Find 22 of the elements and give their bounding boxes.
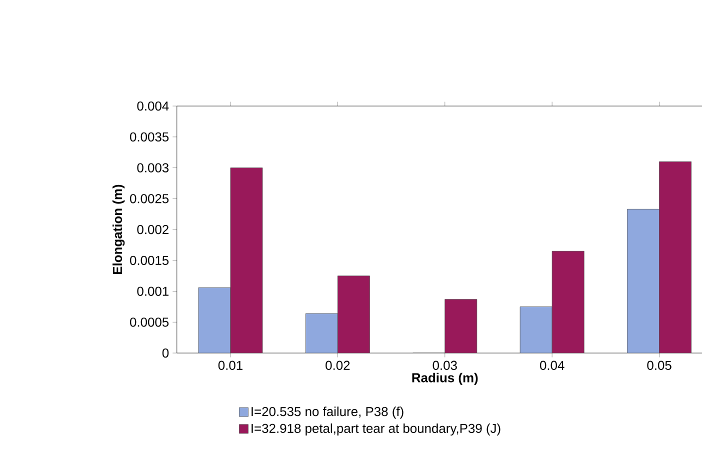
legend-label: I=32.918 petal,part tear at boundary,P39 (J) (252, 423, 500, 436)
bar (520, 306, 552, 354)
x-tick-label: 0.03 (432, 360, 457, 370)
x-tick-label: 0.01 (218, 360, 242, 370)
bar (198, 287, 231, 354)
y-tick-label: 0.003 (137, 163, 169, 172)
y-tick-label: 0.0025 (130, 194, 169, 204)
y-tick-label: 0.001 (137, 286, 168, 296)
y-axis-title: Elongation (m) (112, 184, 125, 274)
y-tick-label: 0 (162, 348, 169, 358)
legend-label: I=20.535 no failure, P38 (f) (252, 406, 404, 419)
x-tick-label: 0.04 (540, 360, 564, 370)
y-tick-label: 0.004 (137, 101, 169, 111)
y-tick-label: 0.0015 (130, 256, 169, 265)
bar (627, 208, 660, 354)
x-tick-label: 0.05 (647, 360, 672, 370)
bar (305, 313, 338, 354)
y-tick-label: 0.0005 (130, 318, 169, 327)
y-tick-label: 0.0035 (130, 132, 169, 142)
y-tick-label: 0.002 (137, 224, 168, 234)
x-axis-title: Radius (m) (412, 372, 478, 385)
x-tick-label: 0.02 (326, 360, 350, 370)
